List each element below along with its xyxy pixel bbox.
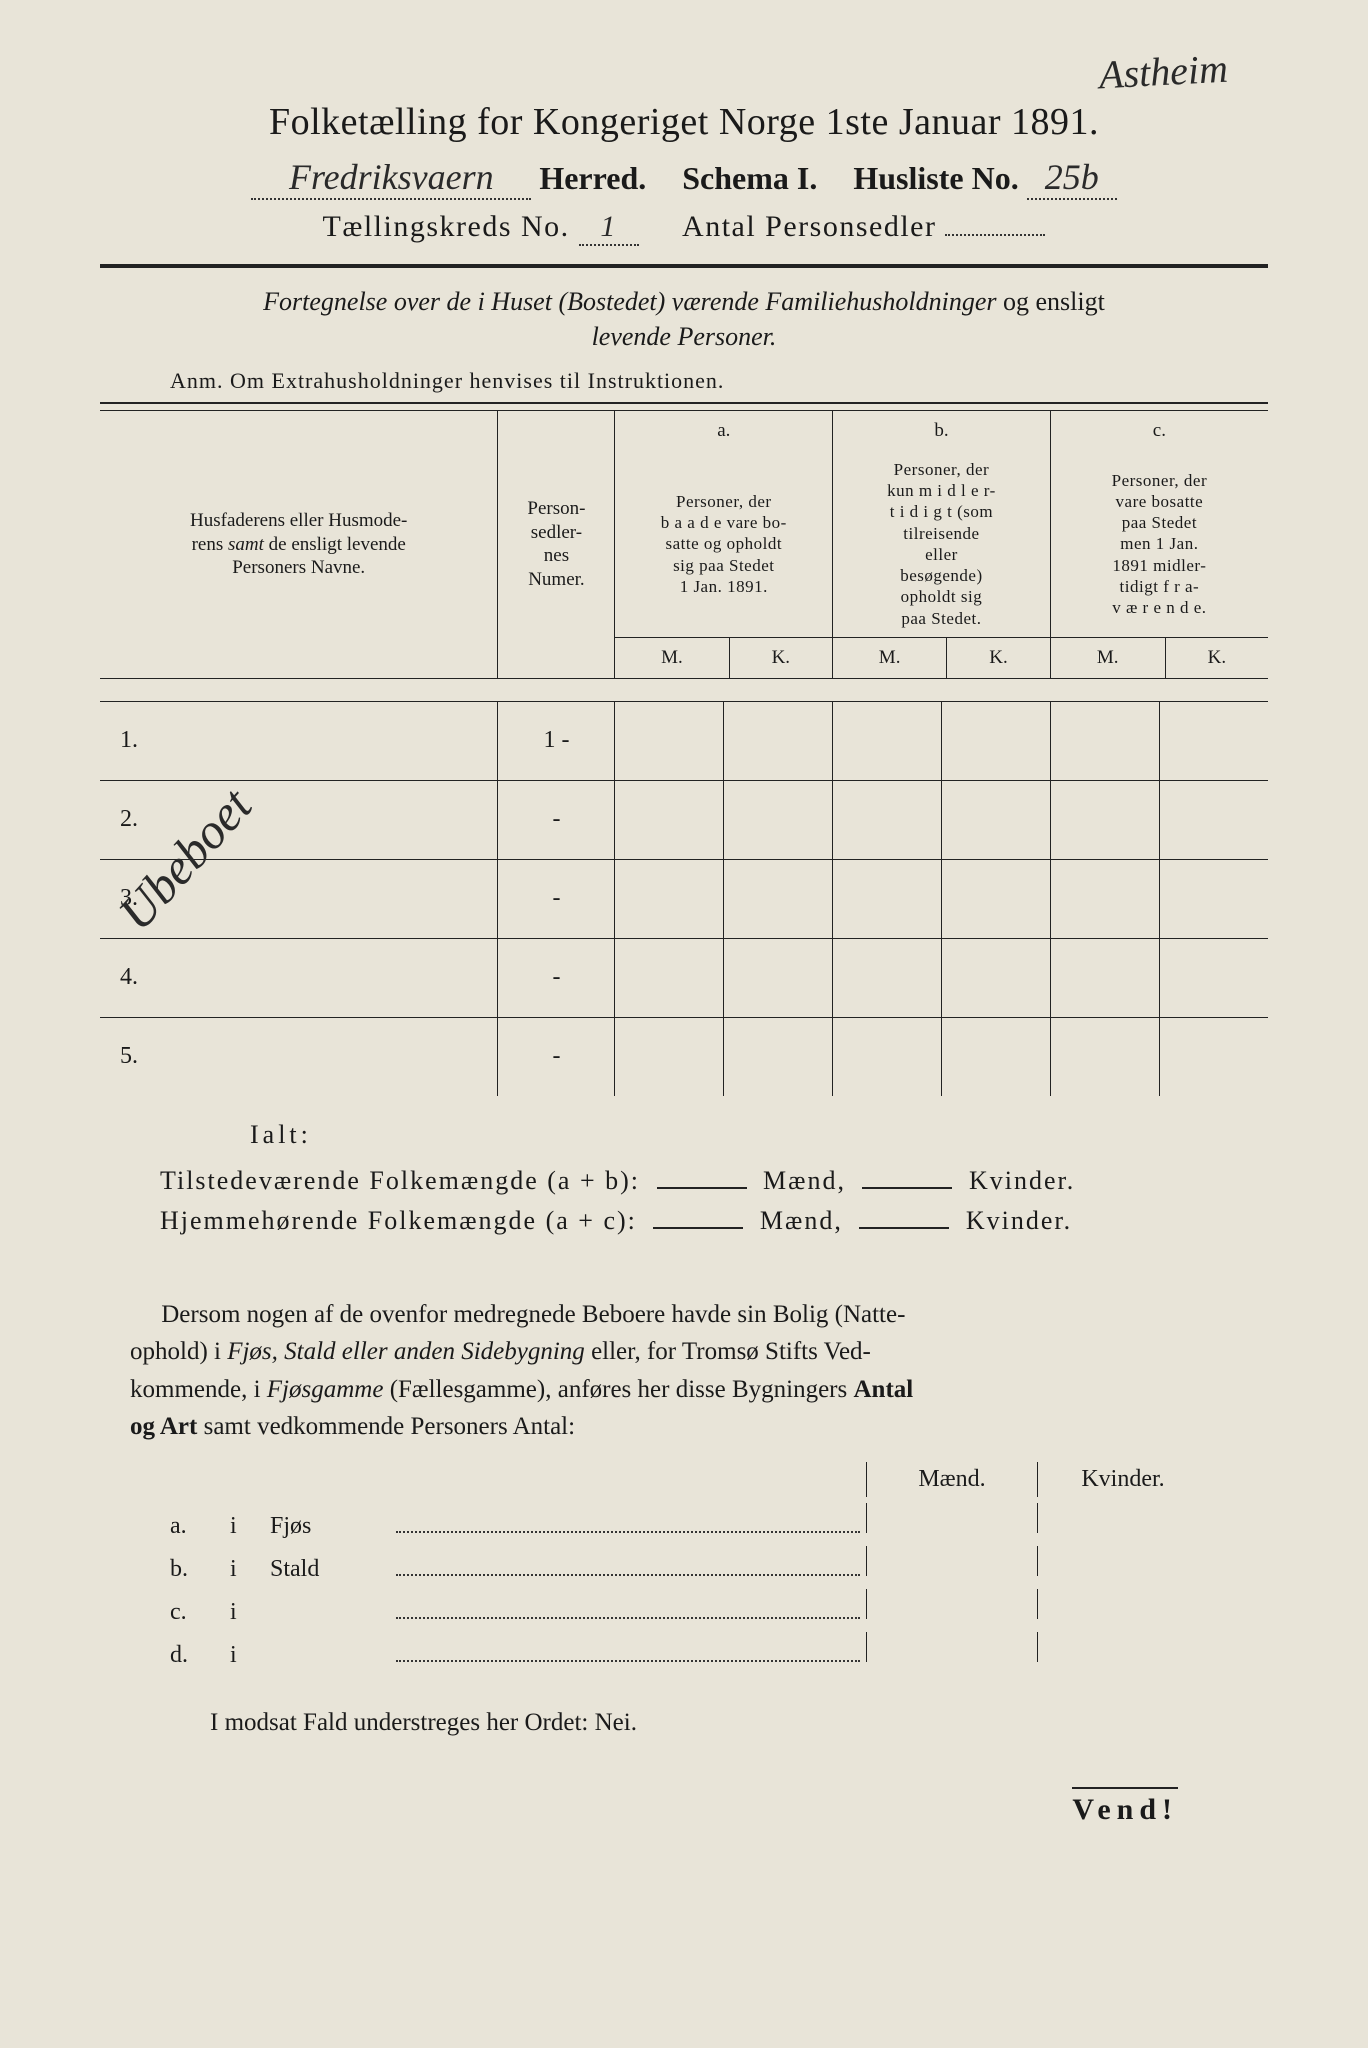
building-label: b. [170, 1556, 230, 1583]
building-i: i [230, 1599, 270, 1626]
handwritten-kreds-no: 1 [579, 210, 639, 246]
building-row: d. i [170, 1632, 1208, 1669]
header-b-label: b. [833, 411, 1051, 451]
antal-label: Antal Personsedler [682, 210, 936, 243]
building-i: i [230, 1642, 270, 1669]
husliste-label: Husliste No. [853, 160, 1018, 197]
building-maend-value [866, 1503, 1037, 1533]
total-ab-maend-value [657, 1187, 747, 1189]
total-ab-label: Tilstedeværende Folkemængde (a + b): [160, 1166, 640, 1195]
ialt-label: Ialt: [250, 1120, 1268, 1150]
row-number: 1. [100, 701, 498, 780]
building-row: a. i Fjøs [170, 1503, 1208, 1540]
row-numer: - [498, 780, 615, 859]
form-title: Folketælling for Kongeriget Norge 1ste J… [100, 100, 1268, 144]
building-i: i [230, 1556, 270, 1583]
header-names: Husfaderens eller Husmode-rens samt de e… [100, 411, 498, 679]
building-name: Stald [270, 1556, 390, 1583]
table-row: 3. - [100, 859, 1268, 938]
column-header-table: Husfaderens eller Husmode-rens samt de e… [100, 410, 1268, 679]
kvinder-label: Kvinder. [969, 1166, 1075, 1195]
dotted-fill [396, 1514, 860, 1533]
total-ab-kvinder-value [862, 1187, 952, 1189]
instructions-paragraph: Dersom nogen af de ovenfor medregnede Be… [130, 1296, 1238, 1446]
header-c-k: K. [1165, 637, 1268, 678]
total-line-ab: Tilstedeværende Folkemængde (a + b): Mæn… [160, 1166, 1268, 1196]
building-row: c. i [170, 1589, 1208, 1626]
handwritten-top-annotation: Astheim [1098, 45, 1229, 99]
building-mk-header: Mænd. Kvinder. [100, 1462, 1208, 1497]
dotted-fill [396, 1643, 860, 1662]
vend-label: Vend! [1072, 1787, 1178, 1827]
building-kvinder-value [1037, 1503, 1208, 1533]
kreds-label: Tællingskreds No. [323, 210, 570, 243]
maend-label: Mænd, [763, 1166, 846, 1195]
subtitle-part-3: levende Personer. [592, 322, 777, 351]
dotted-fill [396, 1600, 860, 1619]
building-kvinder-value [1037, 1632, 1208, 1662]
building-kvinder-header: Kvinder. [1037, 1462, 1208, 1497]
total-ac-kvinder-value [859, 1227, 949, 1229]
building-row: b. i Stald [170, 1546, 1208, 1583]
row-number: 4. [100, 938, 498, 1017]
table-row: 1. 1 - [100, 701, 1268, 780]
census-form-page: Astheim Folketælling for Kongeriget Norg… [0, 0, 1368, 2048]
header-line-3: Tællingskreds No. 1 Antal Personsedler [100, 210, 1268, 246]
header-b-m: M. [833, 637, 947, 678]
table-row: 2. - [100, 780, 1268, 859]
subtitle-part-1: Fortegnelse over de i Huset (Bostedet) v… [263, 287, 996, 316]
header-numer: Person-sedler-nesNumer. [498, 411, 615, 679]
header-c-label: c. [1050, 411, 1268, 451]
divider-thin-1 [100, 402, 1268, 404]
building-label: c. [170, 1599, 230, 1626]
header-a-m: M. [615, 637, 729, 678]
schema-label: Schema I. [682, 160, 817, 197]
building-maend-value [866, 1546, 1037, 1576]
header-c-m: M. [1050, 637, 1165, 678]
row-numer: - [498, 859, 615, 938]
building-kvinder-value [1037, 1546, 1208, 1576]
subtitle: Fortegnelse over de i Huset (Bostedet) v… [160, 284, 1208, 354]
building-label: a. [170, 1513, 230, 1540]
building-label: d. [170, 1642, 230, 1669]
building-name: Fjøs [270, 1513, 390, 1540]
building-maend-value [866, 1632, 1037, 1662]
building-maend-value [866, 1589, 1037, 1619]
dotted-fill [396, 1557, 860, 1576]
annotation-line: Anm. Om Extrahusholdninger henvises til … [170, 368, 1268, 394]
table-row: 4. - [100, 938, 1268, 1017]
herred-label: Herred. [539, 160, 646, 197]
header-a-k: K. [729, 637, 833, 678]
building-kvinder-value [1037, 1589, 1208, 1619]
total-ac-maend-value [653, 1227, 743, 1229]
kvinder-label: Kvinder. [966, 1206, 1072, 1235]
header-b-text: Personer, derkun m i d l e r-t i d i g t… [833, 451, 1051, 638]
header-a-label: a. [615, 411, 833, 451]
header-b-k: K. [947, 637, 1051, 678]
data-rows-table: 1. 1 - 2. - 3. - 4. - 5. [100, 701, 1268, 1096]
total-ac-label: Hjemmehørende Folkemængde (a + c): [160, 1206, 637, 1235]
building-maend-header: Mænd. [866, 1462, 1037, 1497]
divider-thick-1 [100, 264, 1268, 268]
row-number: 5. [100, 1017, 498, 1096]
antal-personsedler-value [945, 234, 1045, 236]
handwritten-herred: Fredriksvaern [251, 156, 531, 200]
row-numer: 1 - [498, 701, 615, 780]
table-row: 5. - [100, 1017, 1268, 1096]
maend-label: Mænd, [760, 1206, 843, 1235]
row-numer: - [498, 1017, 615, 1096]
header-line-2: Fredriksvaern Herred. Schema I. Husliste… [100, 156, 1268, 200]
subtitle-part-2: og ensligt [997, 287, 1105, 316]
header-a-text: Personer, derb a a d e vare bo-satte og … [615, 451, 833, 638]
building-i: i [230, 1513, 270, 1540]
row-numer: - [498, 938, 615, 1017]
header-c-text: Personer, dervare bosattepaa Stedetmen 1… [1050, 451, 1268, 638]
nei-line: I modsat Fald understreges her Ordet: Ne… [210, 1709, 1268, 1737]
handwritten-husliste-no: 25b [1027, 156, 1117, 200]
total-line-ac: Hjemmehørende Folkemængde (a + c): Mænd,… [160, 1206, 1268, 1236]
